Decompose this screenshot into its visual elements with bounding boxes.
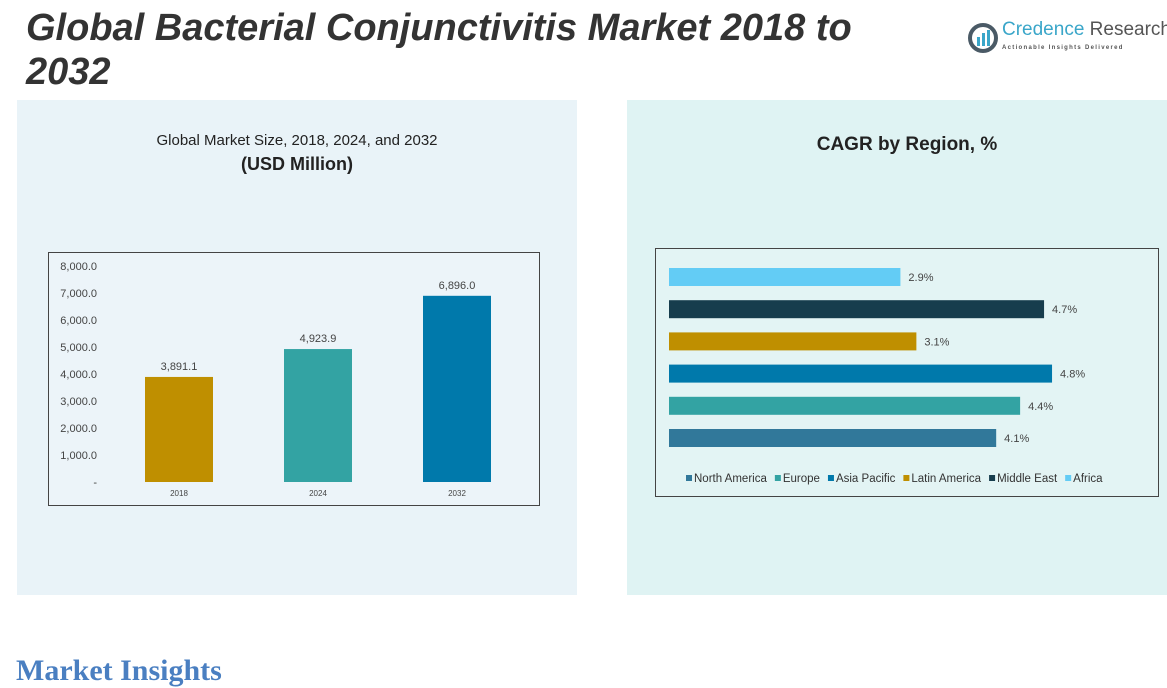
bar-2024: [284, 349, 352, 482]
x-tick-label: 2024: [309, 489, 327, 498]
cagr-svg: 2.9% 4.7% 3.1% 4.8% 4.4% 4.1% North America Eur…: [669, 268, 1103, 485]
logo-name-2: Research: [1084, 19, 1167, 40]
legend-item: Africa: [1073, 473, 1103, 485]
bar-asia-pacific: [669, 364, 1053, 383]
logo-icon: [968, 23, 998, 53]
y-tick-label: 2,000.0: [60, 423, 97, 435]
cagr-chart: 2.9% 4.7% 3.1% 4.8% 4.4% 4.1% North America Eur…: [655, 248, 1159, 497]
x-tick-label: 2032: [448, 489, 466, 498]
y-tick-label: 1,000.0: [60, 450, 97, 462]
legend-swatch: [903, 475, 910, 481]
y-tick-label: 5,000.0: [60, 342, 97, 354]
market-insights-heading: Market Insights: [16, 654, 222, 687]
legend-swatch: [774, 475, 781, 481]
logo-tagline: Actionable Insights Delivered: [1002, 45, 1124, 51]
legend-item: Middle East: [997, 473, 1058, 485]
bar-2018: [145, 376, 213, 482]
legend-item: Europe: [783, 473, 820, 485]
data-label: 4.1%: [1004, 433, 1029, 445]
logo-name: Credence: [1002, 19, 1085, 40]
bar-middle-east: [669, 300, 1045, 319]
market-size-svg: - 1,000.0 2,000.0 3,000.0 4,000.0 5,000.0 6,00…: [60, 261, 491, 498]
y-tick-label: 7,000.0: [60, 288, 97, 300]
y-tick-label: -: [93, 477, 97, 489]
data-label: 3.1%: [924, 336, 949, 348]
legend-swatch: [686, 475, 692, 481]
legend-item: Latin America: [911, 473, 981, 485]
credence-research-logo: Credence Research Actionable Insights De…: [968, 20, 1167, 56]
page-title: Global Bacterial Conjunctivitis Market 2…: [26, 7, 852, 93]
market-size-title: Global Market Size, 2018, 2024, and 2032: [156, 132, 438, 149]
market-size-chart: - 1,000.0 2,000.0 3,000.0 4,000.0 5,000.0 6,00…: [48, 252, 540, 506]
legend-swatch: [1065, 475, 1072, 481]
legend-swatch: [827, 475, 834, 481]
x-tick-label: 2018: [170, 489, 188, 498]
cagr-title: CAGR by Region, %: [816, 134, 998, 155]
legend-item: Asia Pacific: [836, 473, 896, 485]
bar-europe: [669, 396, 1021, 415]
bar-2032: [423, 295, 491, 482]
market-size-subtitle: (USD Million): [241, 154, 353, 174]
data-label: 2.9%: [908, 272, 933, 284]
data-label: 4,923.9: [300, 333, 337, 345]
bar-north-america: [669, 429, 997, 447]
data-label: 4.8%: [1060, 369, 1085, 381]
y-tick-label: 8,000.0: [60, 261, 97, 273]
legend-swatch: [989, 475, 996, 481]
data-label: 6,896.0: [439, 280, 476, 292]
y-tick-label: 4,000.0: [60, 369, 97, 381]
data-label: 4.4%: [1028, 401, 1053, 413]
bar-africa: [669, 268, 901, 286]
data-label: 3,891.1: [161, 361, 198, 373]
legend-item: North America: [694, 473, 767, 485]
data-label: 4.7%: [1052, 304, 1077, 316]
bar-latin-america: [669, 332, 917, 351]
y-tick-label: 3,000.0: [60, 396, 97, 408]
y-tick-label: 6,000.0: [60, 315, 97, 327]
